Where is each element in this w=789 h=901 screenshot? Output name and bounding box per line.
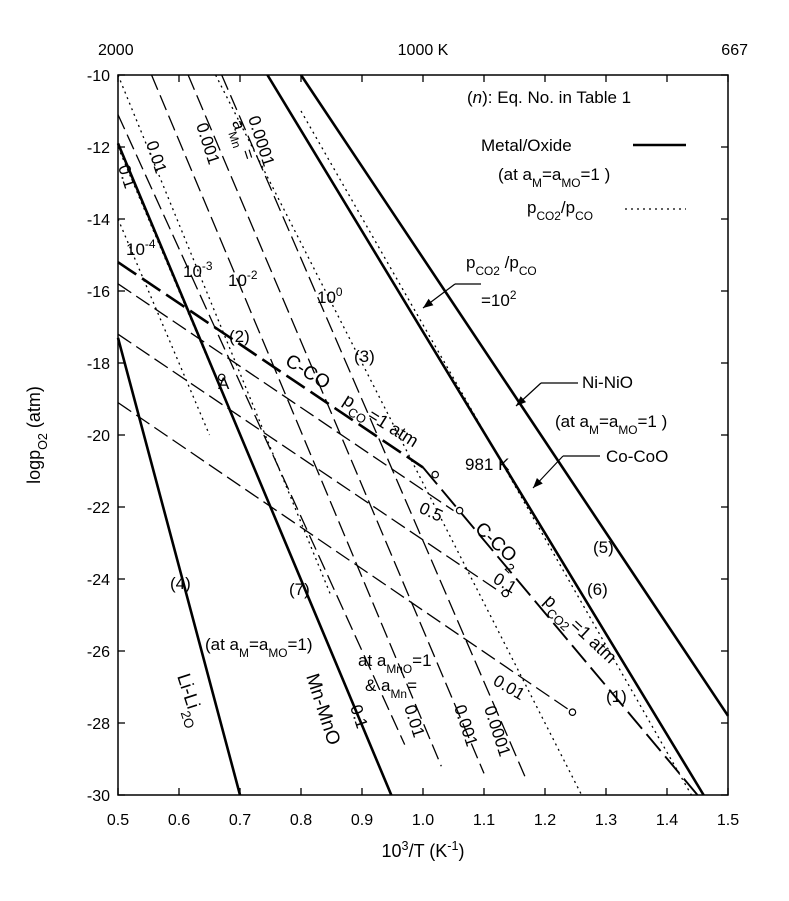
callout-co-arrow-head	[533, 477, 543, 488]
y-tick-label: -12	[87, 140, 110, 157]
annotation-label: (5)	[593, 538, 614, 557]
top-axis-label: 667	[721, 42, 748, 59]
annotation-label: =102	[481, 288, 517, 310]
annotation-label: (4)	[170, 574, 191, 593]
legend-entry-label: (at aM=aMO=1 )	[498, 165, 610, 190]
x-tick-label: 0.5	[107, 812, 129, 829]
series-line: aMn=0.001	[187, 74, 485, 774]
annotation-label: 981 K	[465, 455, 510, 474]
legend-entry-label: pCO2/pCO	[527, 198, 593, 223]
x-axis-title: 103/T (K-1)	[382, 839, 465, 861]
annotation-label: (at aM=aMO=1)	[205, 635, 313, 660]
series-line: aMn=0.1	[117, 114, 406, 745]
x-tick-label: 0.8	[290, 812, 312, 829]
series-line: pCO=0.5	[117, 283, 454, 512]
callout-ni-arrow-head	[516, 396, 527, 406]
series-line: C-CO2 pCO2=1 atm (1)	[422, 466, 699, 796]
annotation-label: (7)	[289, 580, 310, 599]
x-tick-label: 0.6	[168, 812, 190, 829]
series-line: Ni-NiO (5)	[299, 74, 730, 717]
annotation-label: C-CO	[281, 350, 333, 394]
annotation-label: C-CO2	[467, 518, 526, 576]
data-point	[431, 470, 440, 479]
y-tick-label: -30	[87, 788, 110, 805]
series-line: Li-Li2O (4)	[116, 337, 242, 796]
x-tick-label: 1.5	[717, 812, 739, 829]
y-tick-label: -14	[87, 212, 110, 229]
annotation-label: (2)	[229, 327, 250, 346]
annotation-label: Li-Li2O	[167, 671, 209, 730]
y-tick-label: -24	[87, 572, 110, 589]
annotation-label: Ni-NiO	[582, 373, 633, 392]
annotation-label: 10-2	[228, 268, 258, 290]
series-line: pCO=0.1	[117, 333, 503, 594]
y-tick-label: -10	[87, 68, 110, 85]
data-point	[455, 506, 464, 515]
series-line: pCO2/pCO=1e-2	[117, 74, 333, 598]
y-tick-label: -26	[87, 644, 110, 661]
top-axis-label: 1000 K	[398, 42, 449, 59]
x-tick-label: 1.1	[473, 812, 495, 829]
annotation-label: (6)	[587, 580, 608, 599]
annotation-label: (1)	[606, 687, 627, 706]
annotation-label: 10-4	[126, 237, 156, 259]
x-tick-label: 0.7	[229, 812, 251, 829]
data-point	[501, 589, 510, 598]
callout-ratio-arrow-head	[423, 298, 434, 308]
annotation-label: aMn =	[222, 117, 258, 163]
annotation-label: pCO=1 atm	[337, 389, 422, 456]
annotation-label: Mn-MnO	[301, 671, 344, 748]
series-line: aMn=0.01	[150, 74, 442, 767]
y-axis-title: logpO2 (atm)	[24, 386, 50, 484]
annotation-label: pCO2=1 atm	[536, 590, 621, 671]
y-tick-label: -20	[87, 428, 110, 445]
annotation-label: 0.0001	[244, 113, 278, 168]
annotation-label: 0.001	[192, 120, 223, 166]
series-line: pCO2/pCO=1e0 (3)	[215, 74, 583, 796]
annotation-label: 0.01	[400, 702, 428, 739]
annotation-label: 0.5	[416, 498, 445, 525]
annotation-label: & aMn=	[365, 676, 417, 701]
annotation-label: 0.01	[490, 671, 528, 704]
legend-entry-label: Metal/Oxide	[481, 136, 572, 155]
annotation-label: 0.0001	[480, 703, 514, 758]
annotation-label: at aMnO=1	[358, 651, 432, 676]
y-tick-label: -16	[87, 284, 110, 301]
annotation-label: 10-3	[183, 259, 213, 281]
legend-title: (n): Eq. No. in Table 1	[467, 88, 631, 107]
series-line: aMn=0.0001	[221, 74, 528, 781]
annotation-label: 0.01	[142, 138, 170, 175]
annotation-label: A	[218, 374, 230, 393]
y-tick-label: -22	[87, 500, 110, 517]
y-tick-label: -18	[87, 356, 110, 373]
annotation-label: 0.001	[450, 702, 481, 748]
annotation-label: 0.1	[346, 702, 371, 730]
data-point	[568, 708, 577, 717]
x-tick-label: 1.2	[534, 812, 556, 829]
data-point	[217, 373, 226, 382]
series-line: pCO=0.01	[117, 402, 573, 713]
y-tick-label: -28	[87, 716, 110, 733]
x-tick-label: 0.9	[351, 812, 373, 829]
x-tick-label: 1.0	[412, 812, 434, 829]
series-line: C-CO pCO=1 atm (2)	[117, 261, 424, 469]
annotation-label: Co-CoO	[606, 447, 668, 466]
annotation-label: (at aM=aMO=1 )	[555, 412, 667, 437]
top-axis-label: 2000	[98, 42, 134, 59]
annotation-label: 100	[317, 285, 343, 307]
series-line: pCO2/pCO=1e-3	[117, 146, 272, 508]
annotation-label: (3)	[354, 347, 375, 366]
x-tick-label: 1.3	[595, 812, 617, 829]
x-tick-label: 1.4	[656, 812, 678, 829]
annotation-label: pCO2 /pCO	[466, 253, 537, 278]
